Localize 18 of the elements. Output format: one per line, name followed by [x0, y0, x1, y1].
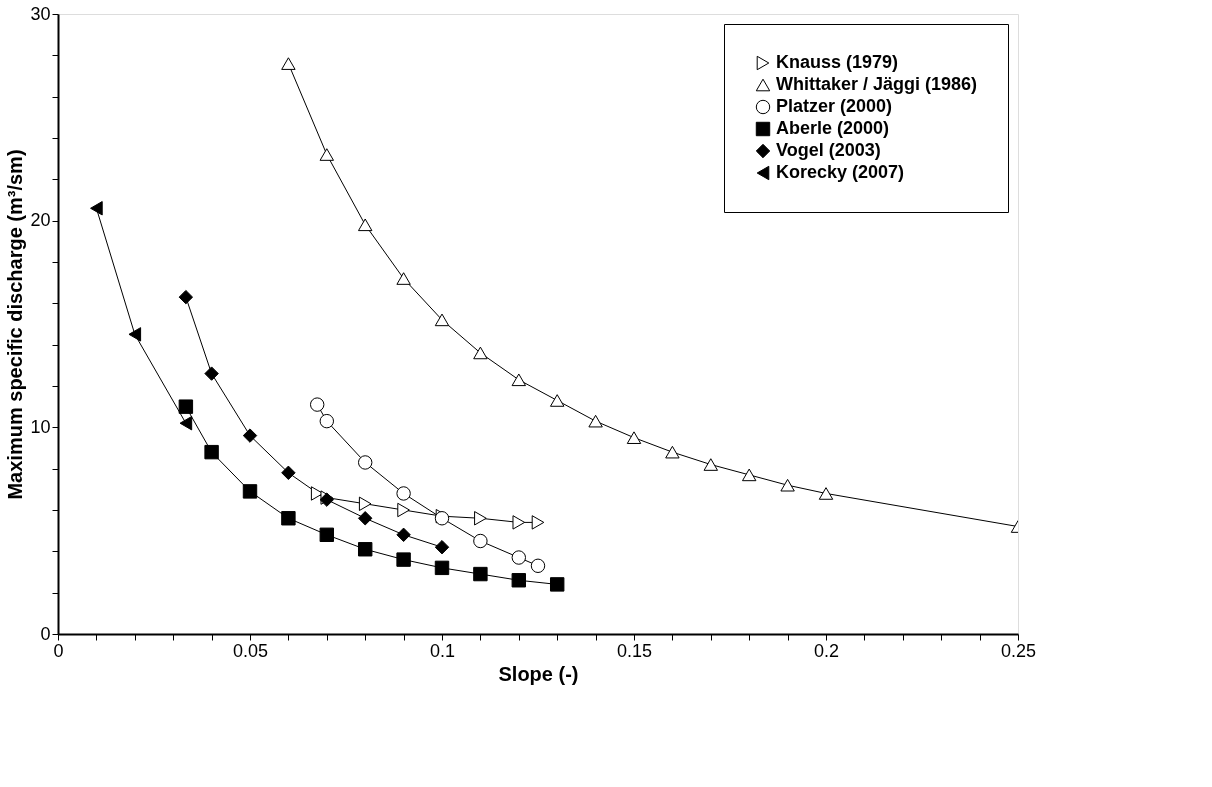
legend-label: Korecky (2007) — [776, 162, 905, 182]
x-tick-label: 0.25 — [1000, 640, 1037, 661]
legend-label: Platzer (2000) — [776, 96, 893, 116]
y-tick-label: 30 — [30, 3, 51, 24]
x-tick-label: 0 — [53, 640, 64, 661]
x-tick-label: 0.15 — [616, 640, 653, 661]
legend-label: Whittaker / Jäggi (1986) — [776, 74, 978, 94]
y-tick-label: 0 — [40, 623, 51, 644]
legend-label: Aberle (2000) — [776, 118, 890, 138]
legend-label: Knauss (1979) — [776, 52, 899, 72]
y-tick-label: 20 — [30, 210, 51, 231]
x-tick-label: 0.1 — [429, 640, 456, 661]
x-axis-title: Slope (-) — [498, 662, 579, 685]
x-tick-label: 0.2 — [813, 640, 840, 661]
x-tick-label: 0.05 — [232, 640, 269, 661]
y-tick-label: 10 — [30, 416, 51, 437]
legend-label: Vogel (2003) — [776, 140, 881, 160]
y-axis-title: Maximum specific discharge (m³/sm) — [4, 149, 27, 500]
